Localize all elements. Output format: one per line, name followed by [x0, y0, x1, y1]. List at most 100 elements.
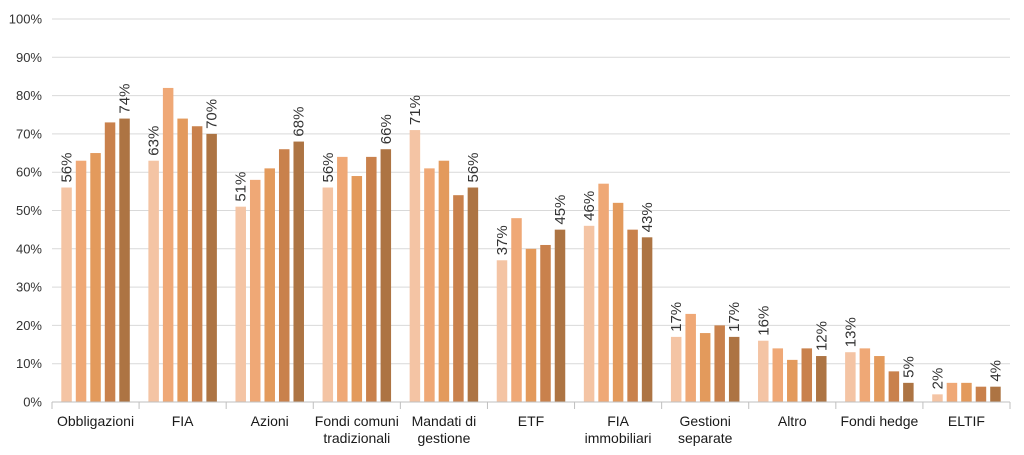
- category-label: Fondi comuni: [315, 413, 399, 429]
- bar: [453, 195, 464, 402]
- bar: [540, 244, 551, 402]
- bar: [366, 156, 377, 402]
- bar: [685, 313, 696, 402]
- bar: [670, 336, 682, 402]
- bar: [627, 229, 638, 402]
- bar: [787, 359, 798, 402]
- bar: [525, 248, 537, 402]
- data-label: 63%: [146, 126, 163, 156]
- data-labels: 56% 74% 63% 70% 51% 68% 56% 66% 71% 56% 37% 45% 46% 4…: [59, 84, 1005, 390]
- category-label: Altro: [778, 413, 807, 429]
- y-tick-label: 90%: [16, 50, 42, 65]
- bar: [496, 260, 508, 402]
- data-label: 51%: [233, 172, 250, 202]
- bar: [975, 386, 987, 402]
- category-label: Gestioni: [680, 413, 731, 429]
- bar: [583, 225, 595, 402]
- data-label: 56%: [320, 152, 337, 182]
- data-label: 13%: [842, 317, 859, 347]
- data-label: 17%: [726, 302, 743, 332]
- category-label: Azioni: [251, 413, 289, 429]
- bar: [772, 348, 784, 402]
- y-tick-label: 100%: [9, 12, 43, 27]
- y-tick-label: 20%: [16, 318, 42, 333]
- bar: [728, 336, 740, 402]
- bar: [438, 160, 450, 402]
- y-tick-label: 30%: [16, 280, 42, 295]
- data-label: 17%: [668, 302, 685, 332]
- bar: [177, 118, 188, 402]
- bar: [641, 237, 653, 402]
- data-label: 56%: [465, 152, 482, 182]
- category-label: ELTIF: [948, 413, 985, 429]
- bar: [162, 87, 174, 402]
- bar: [801, 348, 813, 402]
- bar: [148, 160, 159, 402]
- bar: [75, 160, 87, 402]
- bar: [235, 206, 246, 402]
- category-label: gestione: [417, 430, 470, 446]
- bar: [293, 141, 304, 402]
- data-label: 56%: [59, 152, 76, 182]
- bar: [467, 187, 479, 402]
- bar: [699, 333, 711, 402]
- bar: [351, 176, 363, 402]
- bar: [816, 356, 827, 402]
- bar: [206, 133, 217, 402]
- data-label: 43%: [639, 202, 656, 232]
- data-label: 71%: [407, 95, 424, 125]
- bar: [249, 179, 261, 402]
- category-label: immobiliari: [585, 430, 652, 446]
- bar: [845, 352, 856, 402]
- bar: [932, 394, 943, 402]
- category-label: Obbligazioni: [57, 413, 134, 429]
- category-label: tradizionali: [323, 430, 390, 446]
- bar: [714, 325, 725, 402]
- y-tick-label: 0%: [23, 395, 42, 410]
- data-label: 46%: [581, 191, 598, 221]
- category-labels: Obbligazioni FIA Azioni Fondi comunitradizi…: [57, 413, 985, 446]
- bar: [322, 187, 334, 402]
- bar: [598, 183, 609, 402]
- data-label: 74%: [117, 84, 134, 114]
- bar: [278, 149, 290, 402]
- bar: [119, 118, 130, 402]
- data-label: 70%: [204, 99, 221, 129]
- category-label: ETF: [518, 413, 544, 429]
- y-tick-label: 80%: [16, 88, 42, 103]
- bar: [758, 340, 769, 402]
- bar: [409, 130, 421, 402]
- y-tick-label: 50%: [16, 203, 42, 218]
- y-tick-label: 70%: [16, 126, 42, 141]
- data-label: 45%: [552, 195, 569, 225]
- bar: [337, 156, 348, 402]
- bar: [946, 382, 958, 402]
- bar: [90, 153, 101, 402]
- bar: [874, 356, 885, 402]
- bar: [903, 382, 914, 402]
- category-label: Mandati di: [412, 413, 477, 429]
- data-label: 4%: [987, 360, 1004, 382]
- y-tick-label: 10%: [16, 356, 42, 371]
- category-label: FIA: [607, 413, 629, 429]
- bar: [264, 168, 275, 402]
- data-label: 66%: [378, 114, 395, 144]
- bar-series: [61, 87, 1001, 403]
- y-axis-ticks: 0% 10% 20% 30% 40% 50% 60% 70% 80% 90% 100%: [9, 12, 43, 410]
- data-label: 2%: [929, 368, 946, 390]
- data-label: 16%: [755, 306, 772, 336]
- data-label: 68%: [291, 107, 308, 137]
- bar: [888, 371, 900, 402]
- y-tick-label: 60%: [16, 165, 42, 180]
- data-label: 12%: [813, 321, 830, 351]
- data-label: 37%: [494, 225, 511, 255]
- bar: [61, 187, 72, 402]
- bar: [961, 382, 972, 402]
- bar: [104, 122, 116, 402]
- bar: [380, 149, 392, 402]
- bar: [191, 126, 203, 403]
- bar: [612, 202, 624, 402]
- bar: [424, 168, 435, 402]
- bar: [554, 229, 566, 402]
